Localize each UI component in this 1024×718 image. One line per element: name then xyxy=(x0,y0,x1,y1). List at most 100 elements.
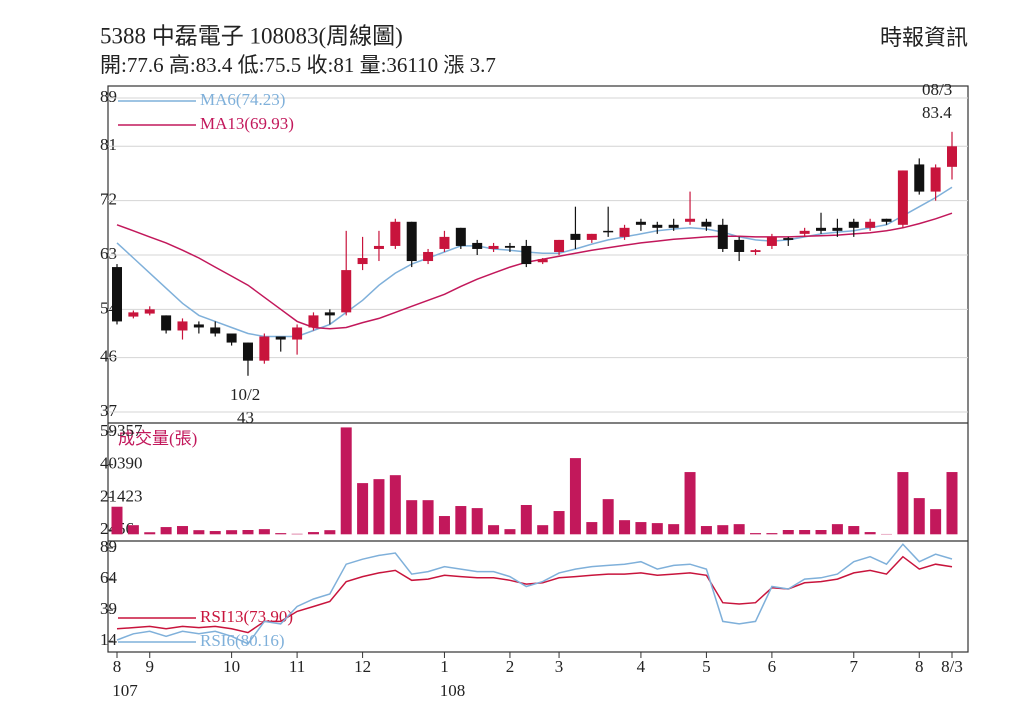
bar xyxy=(848,526,860,535)
candle-body xyxy=(635,221,646,225)
quote: 開:77.6 高:83.4 低:75.5 收:81 量:36110 漲 3.7 xyxy=(100,53,496,77)
candle-body xyxy=(193,324,204,328)
candle-body xyxy=(324,312,335,316)
candle-body xyxy=(603,230,614,233)
candle-body xyxy=(341,270,352,313)
bar xyxy=(373,479,385,535)
candle-body xyxy=(783,238,794,240)
candle-body xyxy=(128,312,139,317)
bar xyxy=(324,530,336,535)
x-tick-label: 9 xyxy=(145,657,154,676)
bar xyxy=(602,499,614,535)
bar xyxy=(471,508,483,535)
annotation: 43 xyxy=(237,408,254,427)
legend-label: MA6(74.23) xyxy=(200,90,285,109)
x-sublabel: 108 xyxy=(440,681,466,700)
candle-body xyxy=(161,315,172,331)
bar xyxy=(209,531,221,535)
bar xyxy=(733,524,745,535)
candle-body xyxy=(897,170,908,225)
x-tick-label: 12 xyxy=(354,657,371,676)
candle-body xyxy=(308,315,319,328)
candle-body xyxy=(455,227,466,246)
bar xyxy=(406,500,418,535)
candle-body xyxy=(357,258,368,265)
bar xyxy=(340,427,352,535)
bar xyxy=(635,522,647,535)
candle-body xyxy=(881,218,892,222)
x-tick-label: 5 xyxy=(702,657,711,676)
panel-title: 成交量(張) xyxy=(118,429,197,448)
bar xyxy=(144,532,156,535)
y-tick-label: 39 xyxy=(100,599,117,618)
bar xyxy=(897,472,909,535)
candle-body xyxy=(947,146,957,167)
bar xyxy=(357,483,369,535)
x-tick-label: 4 xyxy=(637,657,646,676)
bar xyxy=(586,522,598,535)
y-tick-label: 37 xyxy=(100,401,118,420)
bar xyxy=(193,530,205,535)
bar xyxy=(717,525,729,535)
source: 時報資訊 xyxy=(880,25,968,50)
x-tick-label: 8 xyxy=(915,657,924,676)
y-tick-label: 81 xyxy=(100,135,117,154)
candle-body xyxy=(439,236,450,249)
bar xyxy=(160,527,172,535)
candle-body xyxy=(259,336,270,361)
candle-body xyxy=(734,239,745,252)
bar xyxy=(684,472,696,535)
bar xyxy=(782,530,794,535)
y-tick-label: 89 xyxy=(100,87,117,106)
bar xyxy=(488,525,500,535)
x-tick-label: 8 xyxy=(113,657,122,676)
bar xyxy=(619,520,631,535)
candle-body xyxy=(177,321,188,331)
candle-body xyxy=(554,239,565,252)
line xyxy=(116,212,953,330)
bar xyxy=(242,530,254,535)
candle-body xyxy=(504,245,515,248)
candle-body xyxy=(423,251,434,262)
candle-body xyxy=(488,245,499,249)
bar xyxy=(258,529,270,535)
bar xyxy=(537,525,549,535)
candle-body xyxy=(619,227,630,237)
candle-body xyxy=(390,221,401,246)
y-tick-label: 40390 xyxy=(100,454,143,473)
frame xyxy=(107,85,969,653)
candle-body xyxy=(242,342,253,361)
bar xyxy=(438,516,450,535)
candle-body xyxy=(586,233,597,240)
bar xyxy=(111,506,123,535)
bar xyxy=(553,511,565,535)
bar xyxy=(930,509,942,535)
candle-body xyxy=(275,336,286,340)
bar xyxy=(750,533,762,535)
x-tick-label: 1 xyxy=(440,657,449,676)
bar xyxy=(700,526,712,535)
y-tick-label: 46 xyxy=(100,347,117,366)
candle-body xyxy=(521,245,532,265)
y-tick-label: 63 xyxy=(100,244,117,263)
bar xyxy=(176,526,188,535)
bar xyxy=(226,530,238,535)
x-tick-label: 6 xyxy=(768,657,777,676)
x-tick-label: 7 xyxy=(850,657,859,676)
candle-body xyxy=(865,221,876,228)
candle-body xyxy=(292,327,303,340)
y-tick-label: 72 xyxy=(100,190,117,209)
candle-body xyxy=(537,259,548,263)
bar xyxy=(455,506,467,535)
legend-label: RSI13(73.90) xyxy=(200,607,293,626)
line xyxy=(116,543,953,645)
candle-body xyxy=(701,221,712,227)
candle-body xyxy=(144,309,155,314)
bar xyxy=(127,525,139,535)
candle-body xyxy=(570,233,581,240)
candle-body xyxy=(717,224,728,249)
candle-body xyxy=(930,167,941,192)
candle-body xyxy=(685,218,696,222)
candle-body xyxy=(766,236,777,246)
